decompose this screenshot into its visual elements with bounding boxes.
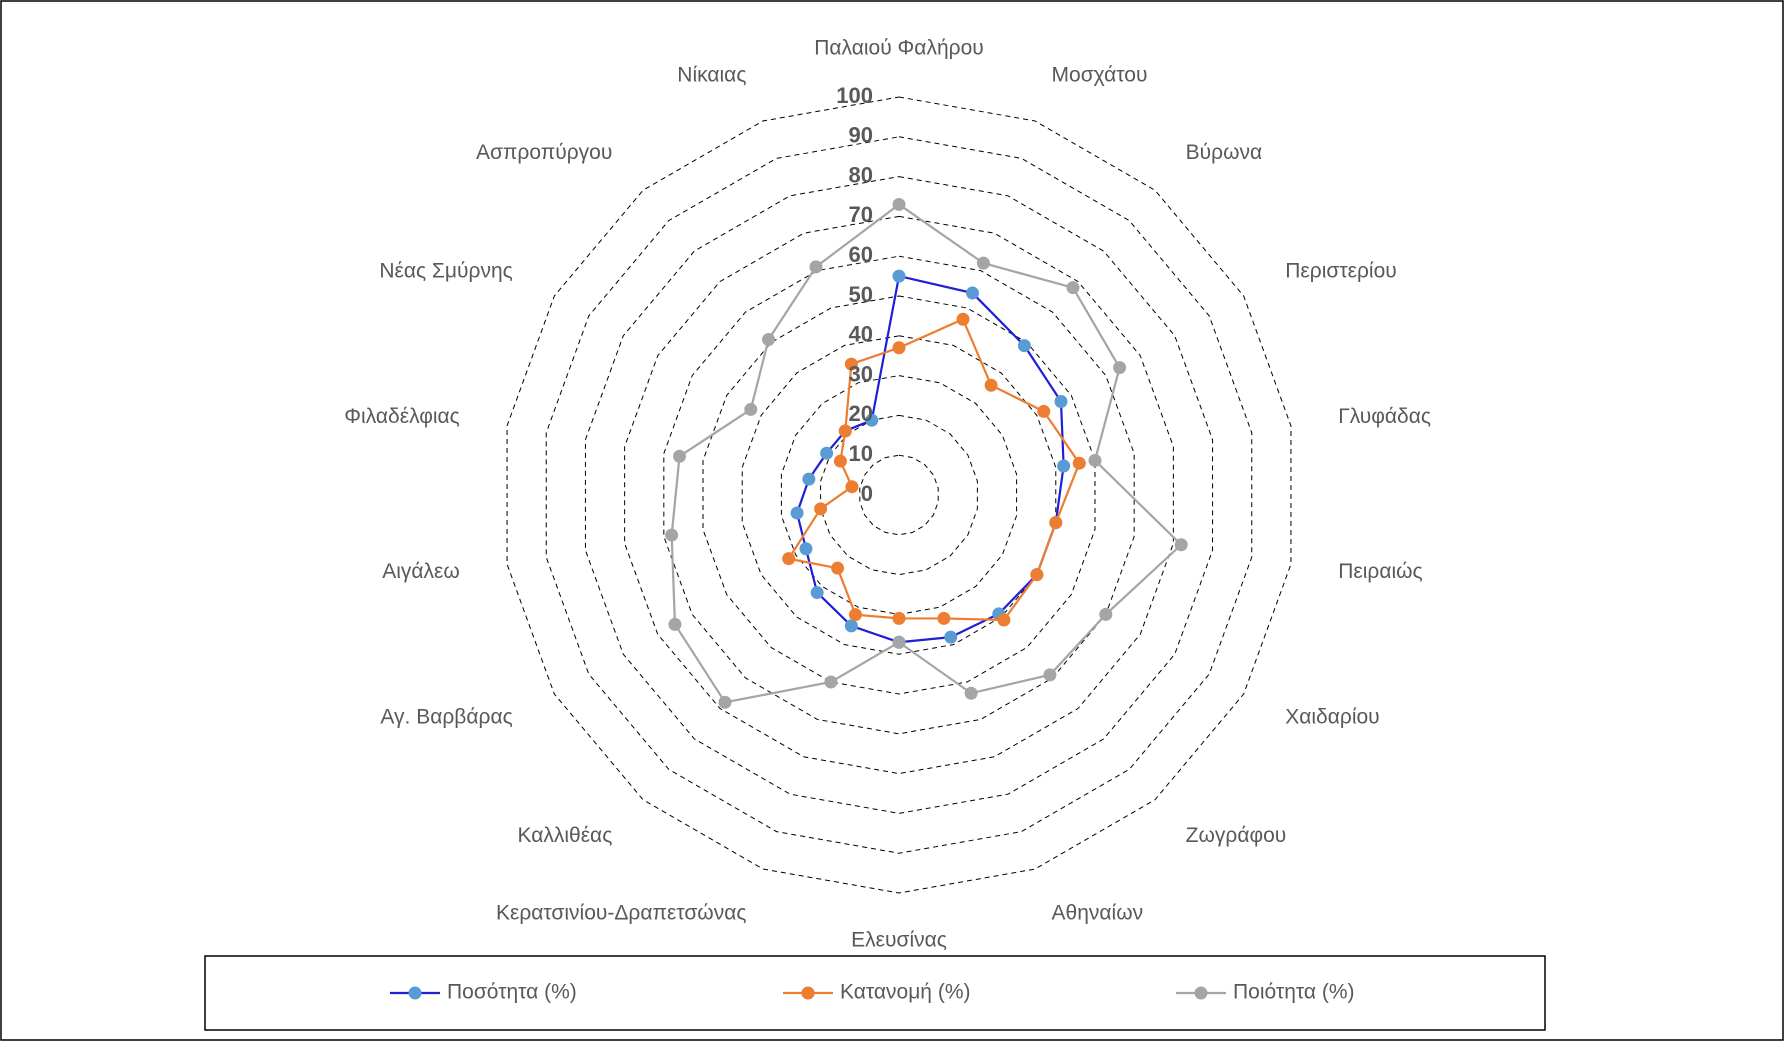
data-point <box>1054 394 1068 408</box>
data-point <box>892 611 906 625</box>
grid-ring <box>702 295 1096 695</box>
data-point <box>814 502 828 516</box>
data-point <box>844 357 858 371</box>
data-point <box>1088 453 1102 467</box>
data-point <box>845 480 859 494</box>
grid-ring <box>584 176 1214 814</box>
data-point <box>833 454 847 468</box>
category-label: Αιγάλεω <box>382 560 460 583</box>
data-point <box>892 635 906 649</box>
category-label: Ασπροπύργου <box>476 141 612 164</box>
data-point <box>1017 339 1031 353</box>
legend-label: Ποσότητα (%) <box>447 981 577 1004</box>
data-point <box>984 378 998 392</box>
data-point <box>673 449 687 463</box>
axis-tick-label: 80 <box>849 162 873 187</box>
data-point <box>865 413 879 427</box>
grid-ring <box>624 215 1174 775</box>
data-point <box>1113 361 1127 375</box>
data-point <box>944 630 958 644</box>
category-label: Χαιδαρίου <box>1285 706 1379 729</box>
labels: Παλαιού Φαλήρου Μοσχάτου Βύρωνα Περιστερίου… <box>344 37 1431 952</box>
category-label: Κερατσινίου-Δραπετσώνας <box>496 902 746 925</box>
axis-tick-label: 10 <box>849 441 873 466</box>
category-label: Ελευσίνας <box>851 929 947 952</box>
grid-ring <box>545 136 1253 854</box>
legend-marker <box>408 986 422 1000</box>
category-label: Ζωγράφου <box>1186 824 1287 847</box>
data-point <box>956 312 970 326</box>
legend-label: Κατανομή (%) <box>840 981 970 1004</box>
data-point <box>1066 281 1080 295</box>
series <box>665 197 1188 709</box>
legend-label: Ποιότητα (%) <box>1233 981 1355 1004</box>
data-point <box>892 341 906 355</box>
data-point <box>1043 668 1057 682</box>
data-point <box>831 561 845 575</box>
axis-tick-label: 50 <box>849 282 873 307</box>
category-label: Περιστερίου <box>1285 260 1397 283</box>
data-point <box>966 286 980 300</box>
data-point <box>976 256 990 270</box>
data-point <box>810 586 824 600</box>
category-label: Νέας Σμύρνης <box>379 260 512 283</box>
axis-tick-label: 60 <box>849 242 873 267</box>
legend-marker <box>801 986 815 1000</box>
legend-marker <box>1194 986 1208 1000</box>
grid-ring <box>663 255 1135 735</box>
axis-tick-label: 100 <box>836 83 873 108</box>
data-point <box>799 542 813 556</box>
data-point <box>668 617 682 631</box>
data-point <box>809 260 823 274</box>
data-point <box>782 552 796 566</box>
data-point <box>665 528 679 542</box>
data-point <box>892 197 906 211</box>
category-label: Αγ. Βαρβάρας <box>380 706 512 729</box>
category-label: Νίκαιας <box>677 63 746 86</box>
data-point <box>1030 568 1044 582</box>
category-label: Πειραιώς <box>1338 560 1422 583</box>
axis-tick-label: 70 <box>849 202 873 227</box>
legend: Ποσότητα (%) Κατανομή (%) Ποιότητα (%) <box>390 981 1355 1004</box>
data-point <box>744 402 758 416</box>
data-point <box>997 613 1011 627</box>
data-point <box>848 608 862 622</box>
data-point <box>762 333 776 347</box>
axis-tick-label: 90 <box>849 123 873 148</box>
data-point <box>824 675 838 689</box>
data-point <box>820 446 834 460</box>
data-point <box>802 472 816 486</box>
data-point <box>937 611 951 625</box>
axis-tick-label: 0 <box>861 481 873 506</box>
category-label: Γλυφάδας <box>1338 405 1431 428</box>
data-point <box>718 695 732 709</box>
grid-ring <box>741 335 1057 655</box>
axis-tick-label: 30 <box>849 361 873 386</box>
data-point <box>1057 459 1071 473</box>
category-label: Βύρωνα <box>1186 141 1262 164</box>
category-label: Φιλαδέλφιας <box>344 405 459 428</box>
data-point <box>1072 456 1086 470</box>
data-point <box>1049 516 1063 530</box>
data-point <box>1099 607 1113 621</box>
data-point <box>964 686 978 700</box>
data-point <box>838 424 852 438</box>
category-label: Αθηναίων <box>1052 902 1144 925</box>
axis-tick-label: 20 <box>849 401 873 426</box>
grid-ring <box>859 454 939 536</box>
grid-ring <box>506 96 1292 894</box>
axis-tick-label: 40 <box>849 322 873 347</box>
category-label: Μοσχάτου <box>1052 63 1148 86</box>
category-label: Παλαιού Φαλήρου <box>814 37 983 60</box>
data-point <box>892 269 906 283</box>
category-label: Καλλιθέας <box>517 824 612 847</box>
data-point <box>1037 404 1051 418</box>
data-point <box>844 619 858 633</box>
data-point <box>790 506 804 520</box>
data-point <box>1174 538 1188 552</box>
